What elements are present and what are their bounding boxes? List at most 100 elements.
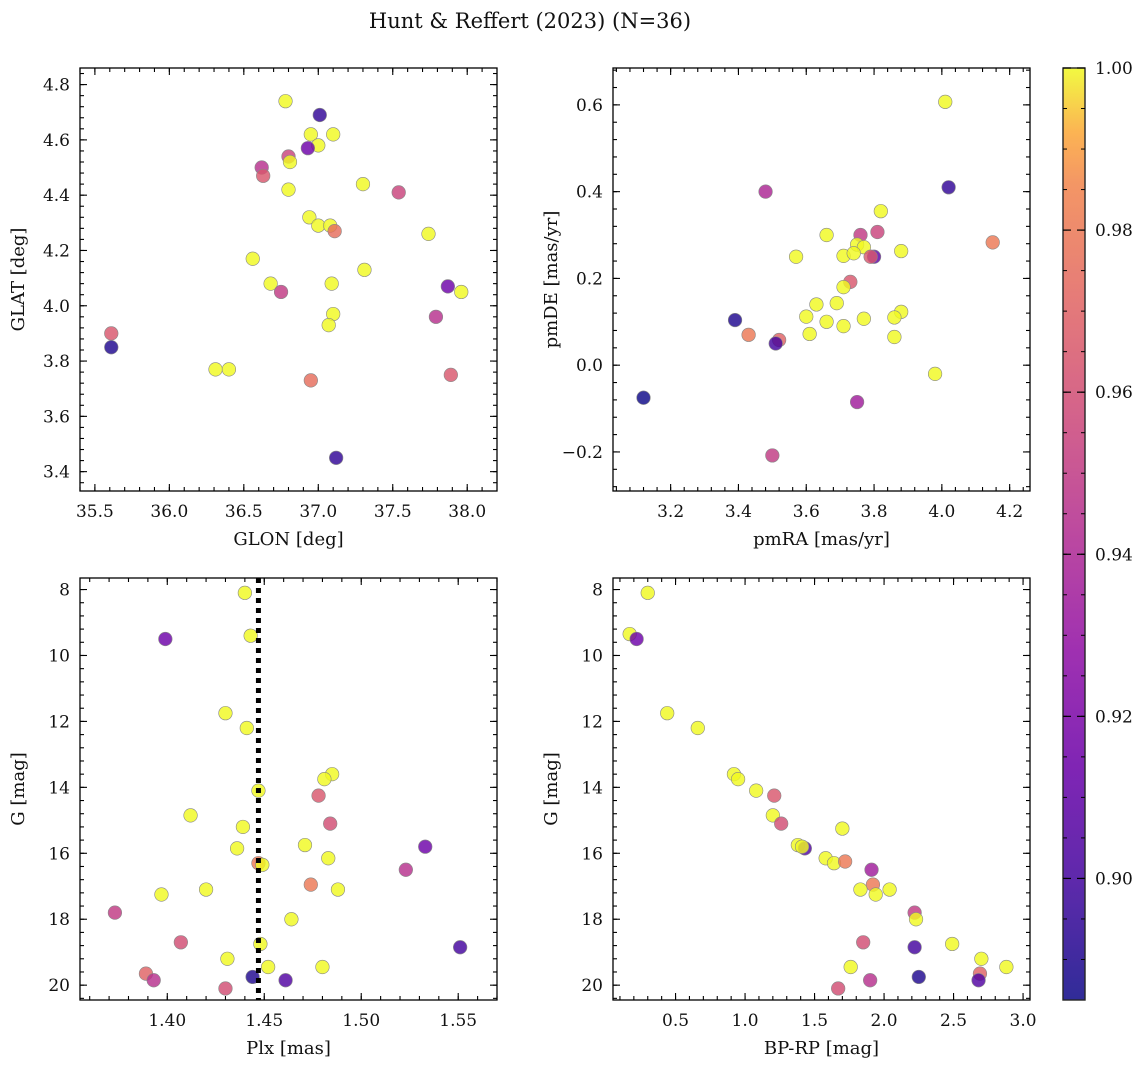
data-point	[974, 951, 989, 966]
x-tick-label: 4.2	[996, 502, 1023, 522]
data-point	[999, 959, 1014, 975]
data-point	[263, 276, 278, 291]
data-point	[273, 284, 289, 300]
data-point	[245, 251, 260, 266]
data-point	[985, 235, 1000, 250]
y-tick-label: 16	[48, 844, 70, 864]
y-tick-label: 4.6	[43, 131, 70, 151]
data-point	[243, 628, 258, 643]
data-point	[327, 224, 342, 239]
data-point	[856, 935, 871, 950]
data-point	[846, 246, 861, 261]
data-points	[636, 94, 1000, 463]
data-point	[882, 882, 897, 897]
data-point	[853, 882, 868, 897]
panel-plx-g: 1.40 1.45 1.50 1.55 8 10 12 14 16 18 20 Plx [mas] G …	[8, 577, 498, 1059]
ticks	[613, 578, 1030, 1000]
colorbar-tick-label: 0.92	[1095, 707, 1133, 727]
data-point	[357, 262, 372, 277]
data-point	[849, 394, 865, 410]
data-point	[730, 772, 746, 787]
data-point	[836, 279, 851, 295]
data-point	[235, 819, 251, 835]
x-tick-label: 3.4	[725, 502, 752, 522]
data-point	[809, 297, 824, 312]
data-point	[749, 783, 764, 798]
x-axis-label: BP-RP [mag]	[764, 1038, 879, 1059]
panel-proper-motion: 3.2 3.4 3.6 3.8 4.0 4.2 −0.2 0.0 0.2 0.4 0.6 pmRA […	[541, 67, 1031, 550]
data-point	[819, 227, 834, 243]
y-tick-label: 4.0	[43, 297, 70, 317]
data-point	[302, 210, 317, 225]
data-point	[104, 340, 119, 355]
data-point	[300, 141, 315, 156]
data-point	[843, 959, 858, 975]
data-point	[887, 329, 902, 345]
data-point	[355, 177, 371, 192]
data-point	[278, 94, 293, 109]
data-point	[819, 314, 834, 329]
data-point	[154, 887, 169, 902]
data-point	[391, 185, 406, 200]
data-point	[218, 706, 233, 721]
data-point	[741, 327, 756, 342]
data-point	[774, 816, 789, 831]
y-tick-label: 0.2	[576, 269, 603, 289]
data-point	[278, 973, 293, 988]
data-point	[303, 127, 318, 142]
y-tick-label: 0.0	[576, 356, 603, 376]
data-point	[894, 243, 909, 259]
ticks	[80, 578, 498, 1000]
x-tick-label: 2.0	[871, 1011, 898, 1031]
data-point	[629, 631, 644, 647]
colorbar-tick-label: 0.96	[1095, 383, 1133, 403]
colorbar-tick-label: 0.94	[1095, 545, 1133, 565]
figure-title: Hunt & Reffert (2023) (N=36)	[369, 9, 691, 33]
y-tick-label: 10	[581, 646, 603, 666]
data-point	[440, 279, 455, 294]
data-point	[303, 877, 318, 892]
data-point	[927, 366, 943, 381]
data-point	[765, 448, 780, 463]
data-point	[146, 973, 161, 988]
data-points	[104, 94, 469, 465]
y-tick-label: 4.4	[43, 186, 70, 206]
data-point	[173, 935, 188, 950]
y-tick-label: 18	[581, 910, 603, 930]
data-point	[323, 816, 338, 831]
data-point	[284, 912, 299, 927]
data-points	[107, 585, 468, 996]
x-tick-label: 3.6	[793, 502, 820, 522]
data-point	[297, 837, 313, 853]
data-point	[908, 912, 924, 927]
colorbar-tick-label: 0.90	[1095, 869, 1133, 889]
axes-frame	[612, 577, 1031, 1001]
data-point	[418, 839, 433, 854]
data-point	[690, 720, 705, 736]
x-tick-label: 1.0	[732, 1011, 759, 1031]
data-point	[237, 585, 252, 600]
ticks	[79, 68, 497, 491]
y-tick-label: 18	[48, 910, 70, 930]
data-point	[330, 882, 346, 897]
data-point	[454, 284, 469, 300]
data-point	[329, 450, 344, 465]
y-tick-label: 0.4	[576, 183, 603, 203]
y-tick-label: 4.8	[43, 76, 70, 96]
x-axis-label: pmRA [mas/yr]	[753, 529, 890, 550]
data-points	[622, 585, 1014, 996]
data-point	[831, 981, 846, 996]
data-point	[838, 854, 853, 869]
data-point	[864, 862, 879, 877]
x-tick-label: 35.5	[76, 502, 114, 522]
x-tick-label: 38.0	[448, 502, 486, 522]
data-point	[636, 390, 651, 405]
x-axis-label: Plx [mas]	[246, 1038, 331, 1059]
data-point	[911, 969, 926, 985]
data-point	[873, 204, 888, 219]
y-tick-label: 14	[48, 778, 70, 798]
x-tick-label: 37.0	[299, 502, 337, 522]
x-tick-label: 1.50	[342, 1011, 380, 1031]
y-tick-label: 20	[581, 976, 603, 996]
